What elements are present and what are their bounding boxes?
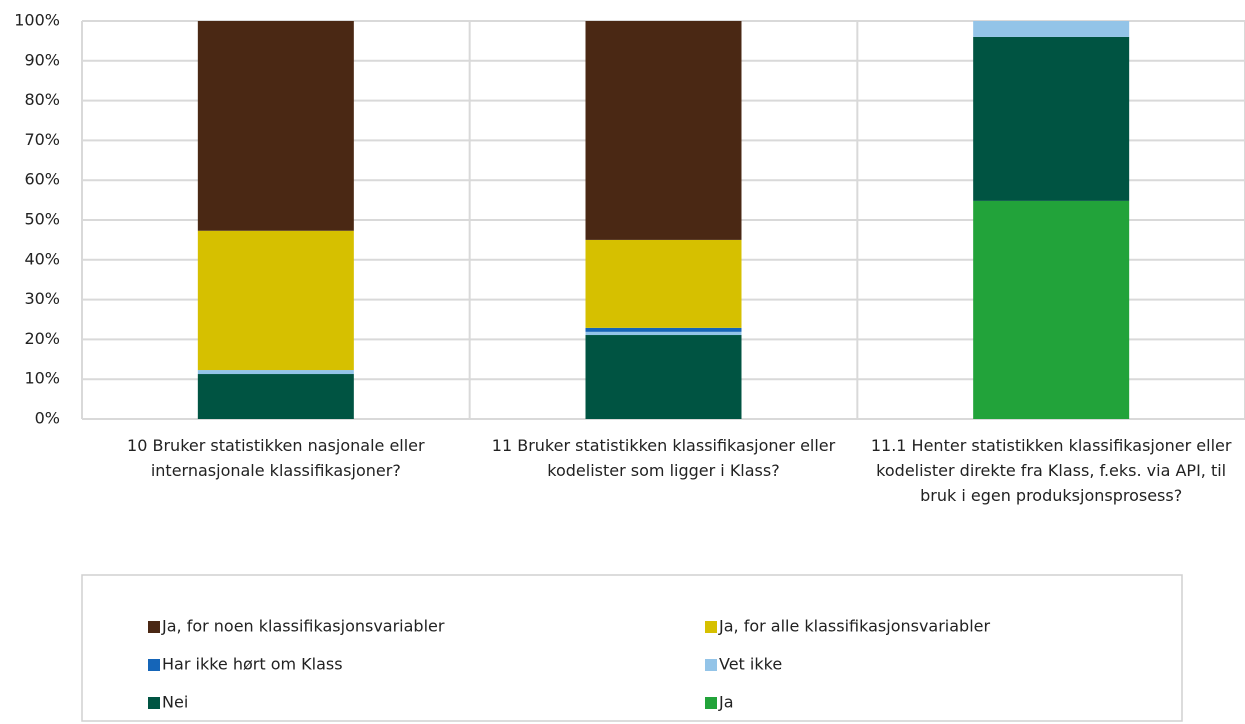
- x-tick-label: 11 Bruker statistikken klassifikasjoner …: [491, 436, 836, 480]
- bar-segment: [973, 200, 1130, 419]
- x-tick-label: 11.1 Henter statistikken klassifikasjone…: [870, 436, 1232, 505]
- y-tick-label: 60%: [24, 170, 60, 189]
- legend-marker: [705, 621, 717, 633]
- bar-segment: [197, 230, 354, 371]
- legend-label: Har ikke hørt om Klass: [162, 655, 343, 674]
- bar-segment: [197, 370, 354, 375]
- legend-marker: [148, 697, 160, 709]
- y-tick-label: 50%: [24, 210, 60, 229]
- bar-segment: [973, 36, 1130, 201]
- legend-label: Vet ikke: [719, 655, 782, 674]
- bar-segment: [197, 374, 354, 419]
- y-tick-label: 0%: [35, 409, 60, 428]
- legend-marker: [705, 659, 717, 671]
- legend-marker: [705, 697, 717, 709]
- legend-label: Nei: [162, 693, 188, 712]
- legend-marker: [148, 659, 160, 671]
- bar-segment: [585, 327, 742, 332]
- y-tick-label: 10%: [24, 369, 60, 388]
- bar-segment: [585, 331, 742, 336]
- y-tick-label: 20%: [24, 329, 60, 348]
- x-tick-label: 10 Bruker statistikken nasjonale eller i…: [127, 436, 425, 480]
- legend-marker: [148, 621, 160, 633]
- y-tick-label: 90%: [24, 50, 60, 69]
- bar-segment: [585, 239, 742, 328]
- legend-box: [81, 574, 1183, 722]
- legend-label: Ja, for alle klassifikasjonsvariabler: [718, 617, 991, 636]
- bar-segment: [973, 21, 1130, 37]
- legend-label: Ja: [718, 693, 734, 712]
- bar-segment: [585, 335, 742, 419]
- legend-label: Ja, for noen klassifikasjonsvariabler: [161, 617, 445, 636]
- y-tick-label: 100%: [14, 11, 60, 30]
- y-tick-label: 80%: [24, 90, 60, 109]
- y-tick-label: 70%: [24, 130, 60, 149]
- bar-segment: [585, 21, 742, 240]
- y-tick-label: 40%: [24, 249, 60, 268]
- y-tick-label: 30%: [24, 289, 60, 308]
- bar-segment: [197, 21, 354, 231]
